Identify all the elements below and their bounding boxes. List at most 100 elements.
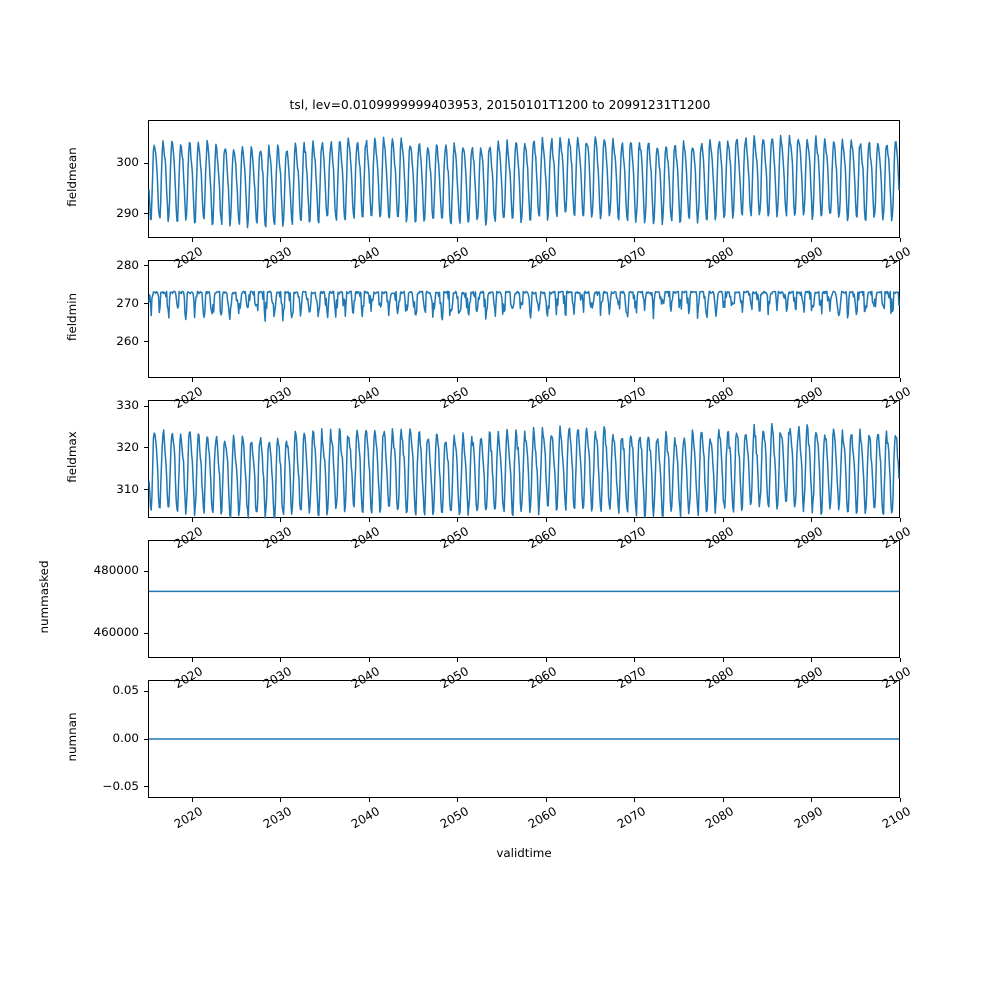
x-tick-mark <box>368 798 370 802</box>
x-tick-mark <box>368 238 370 242</box>
y-tick-label: 0.05 <box>112 683 139 698</box>
y-axis-label-fieldmax: fieldmax <box>65 431 79 483</box>
x-tick-mark <box>722 798 724 802</box>
y-tick-label: 0.00 <box>112 731 139 745</box>
y-tick-mark <box>144 405 148 407</box>
x-tick-mark <box>280 658 282 662</box>
x-tick-mark <box>457 518 459 522</box>
y-tick-label: 300 <box>116 155 139 170</box>
y-tick-mark <box>144 265 148 267</box>
y-tick-label: −0.05 <box>102 778 139 793</box>
series-plot-fieldmax <box>148 422 900 519</box>
x-tick-mark <box>899 378 901 382</box>
x-tick-mark <box>191 238 193 242</box>
x-tick-mark <box>811 378 813 382</box>
plot-panel-fieldmean <box>148 120 900 238</box>
x-tick-label: 2090 <box>791 804 825 832</box>
x-tick-mark <box>899 518 901 522</box>
y-tick-mark <box>144 786 148 788</box>
y-axis-label-numnan: numnan <box>65 712 79 762</box>
y-tick-mark <box>144 162 148 164</box>
y-tick-mark <box>144 632 148 634</box>
x-tick-label: 2060 <box>525 804 560 832</box>
data-line-fieldmean <box>148 134 900 229</box>
plot-panel-fieldmax <box>148 400 900 519</box>
y-tick-mark <box>144 738 148 740</box>
x-tick-mark <box>191 518 193 522</box>
x-tick-mark <box>545 798 547 802</box>
x-tick-mark <box>634 518 636 522</box>
series-plot-fieldmean <box>148 134 900 229</box>
x-tick-mark <box>368 378 370 382</box>
y-axis-label-fieldmean: fieldmean <box>65 147 79 207</box>
x-tick-mark <box>899 798 901 802</box>
x-tick-label: 2050 <box>437 804 471 832</box>
x-tick-mark <box>899 238 901 242</box>
x-tick-mark <box>191 658 193 662</box>
y-tick-mark <box>144 690 148 692</box>
y-tick-mark <box>144 341 148 343</box>
x-tick-mark <box>280 238 282 242</box>
series-plot-fieldmin <box>148 290 900 322</box>
x-tick-mark <box>811 798 813 802</box>
x-tick-mark <box>368 658 370 662</box>
y-tick-label: 320 <box>116 439 139 454</box>
x-tick-mark <box>280 518 282 522</box>
y-tick-label: 270 <box>116 295 139 310</box>
x-tick-label: 2070 <box>614 804 648 832</box>
data-line-fieldmax <box>148 422 900 519</box>
x-tick-mark <box>634 378 636 382</box>
x-tick-mark <box>722 378 724 382</box>
x-tick-mark <box>722 658 724 662</box>
y-tick-label: 480000 <box>93 563 139 578</box>
x-tick-mark <box>634 238 636 242</box>
x-tick-mark <box>545 238 547 242</box>
x-tick-mark <box>545 518 547 522</box>
x-tick-mark <box>811 238 813 242</box>
y-axis-label-fieldmin: fieldmin <box>65 292 79 342</box>
x-tick-mark <box>457 798 459 802</box>
x-tick-mark <box>191 798 193 802</box>
x-tick-mark <box>634 798 636 802</box>
y-tick-label: 330 <box>116 398 139 413</box>
y-tick-mark <box>144 303 148 305</box>
x-tick-mark <box>191 378 193 382</box>
plot-panel-nummasked <box>148 540 900 658</box>
x-tick-label: 2100 <box>879 804 913 832</box>
x-tick-mark <box>811 518 813 522</box>
x-tick-mark <box>457 238 459 242</box>
y-tick-label: 460000 <box>93 625 139 640</box>
x-tick-mark <box>368 518 370 522</box>
plot-panel-numnan <box>148 680 900 798</box>
x-tick-label: 2080 <box>702 804 737 832</box>
x-tick-mark <box>634 658 636 662</box>
x-tick-label: 2040 <box>348 804 383 832</box>
x-tick-mark <box>722 518 724 522</box>
x-tick-mark <box>457 378 459 382</box>
y-axis-label-nummasked: nummasked <box>37 560 51 634</box>
x-tick-mark <box>722 238 724 242</box>
x-tick-mark <box>545 658 547 662</box>
y-tick-label: 280 <box>116 257 139 272</box>
x-axis-label: validtime <box>496 846 552 860</box>
y-tick-mark <box>144 489 148 491</box>
plot-panel-fieldmin <box>148 260 900 378</box>
y-tick-mark <box>144 570 148 572</box>
x-tick-mark <box>280 378 282 382</box>
y-tick-mark <box>144 447 148 449</box>
y-tick-label: 290 <box>116 205 139 220</box>
x-tick-mark <box>811 658 813 662</box>
x-tick-label: 2030 <box>260 804 294 832</box>
x-tick-mark <box>457 658 459 662</box>
series-plot-nummasked <box>148 590 900 593</box>
series-plot-numnan <box>148 738 900 740</box>
y-tick-mark <box>144 213 148 215</box>
x-tick-mark <box>899 658 901 662</box>
data-line-fieldmin <box>148 290 900 322</box>
y-tick-label: 310 <box>116 481 139 496</box>
x-tick-mark <box>545 378 547 382</box>
y-tick-label: 260 <box>116 333 139 348</box>
x-tick-label: 2020 <box>172 804 206 832</box>
page-title: tsl, lev=0.0109999999403953, 20150101T12… <box>289 98 711 112</box>
x-tick-mark <box>280 798 282 802</box>
